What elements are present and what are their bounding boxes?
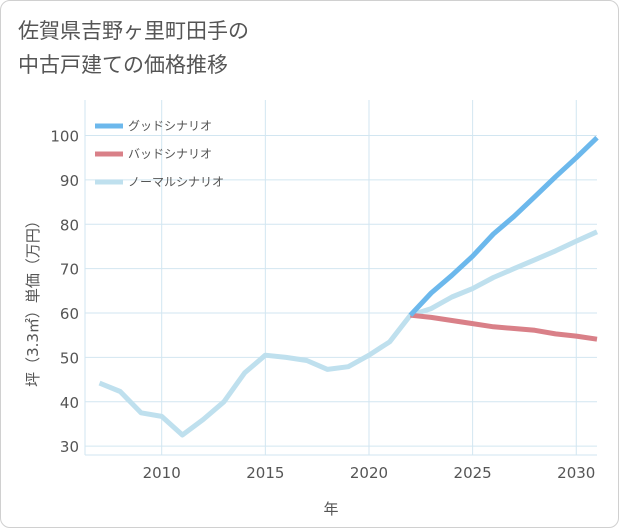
y-tick-label: 60 — [60, 305, 79, 323]
x-tick-labels: 2010 2015 2020 2025 2030 — [143, 464, 596, 482]
y-axis-label: 坪（3.3㎡）単価（万円） — [24, 213, 42, 387]
chart-title: 佐賀県吉野ヶ里町田手の 中古戸建ての価格推移 — [18, 14, 249, 82]
series-lines — [98, 135, 599, 438]
y-tick-labels: 30 40 50 60 70 80 90 100 — [50, 128, 79, 457]
x-tick-label: 2030 — [557, 464, 595, 482]
y-tick-label: 30 — [60, 438, 79, 456]
x-tick-label: 2020 — [350, 464, 388, 482]
legend-label: グッドシナリオ — [128, 119, 212, 133]
x-tick-label: 2015 — [246, 464, 284, 482]
legend-label: バッドシナリオ — [128, 147, 212, 161]
chart-title-line-2: 中古戸建ての価格推移 — [18, 53, 228, 77]
y-tick-label: 70 — [60, 261, 79, 279]
y-tick-label: 40 — [60, 394, 79, 412]
chart-title-line-1: 佐賀県吉野ヶ里町田手の — [18, 19, 249, 43]
x-axis-label: 年 — [323, 500, 338, 518]
series-line-2 — [410, 312, 598, 342]
y-tick-label: 100 — [50, 128, 79, 146]
y-tick-label: 80 — [60, 216, 79, 234]
series-line-3 — [98, 229, 599, 438]
series-line-1 — [408, 135, 599, 317]
y-tick-label: 90 — [60, 172, 79, 190]
y-tick-label: 50 — [60, 349, 79, 367]
plot-area — [85, 100, 597, 455]
legend-label: ノーマルシナリオ — [128, 175, 224, 189]
x-tick-label: 2025 — [454, 464, 492, 482]
x-tick-label: 2010 — [143, 464, 181, 482]
